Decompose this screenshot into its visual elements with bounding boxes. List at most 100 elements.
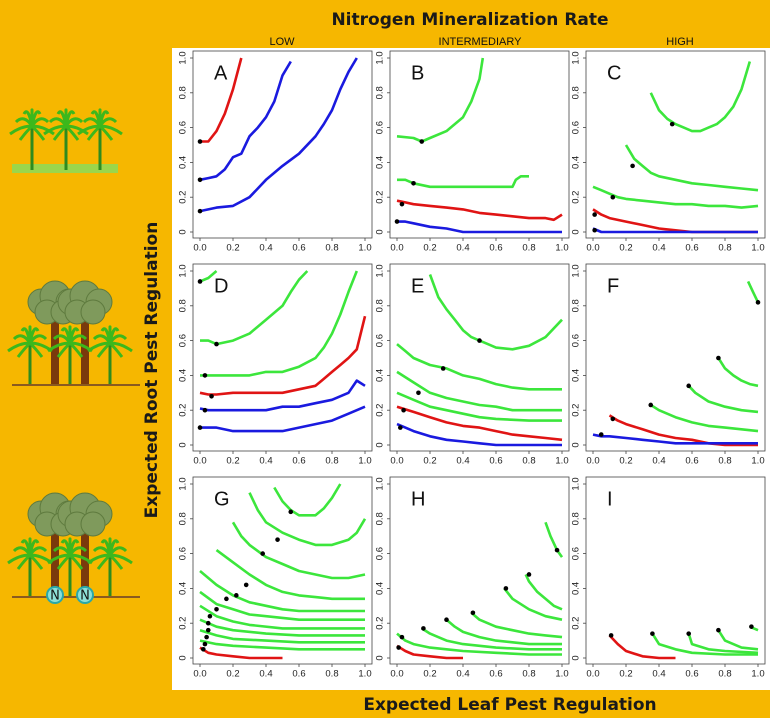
y-tick-label: 0.4: [178, 369, 189, 382]
x-tick-label: 0.8: [325, 243, 338, 254]
marker-point: [275, 537, 280, 542]
marker-point: [224, 597, 229, 602]
y-tick-label: 0.8: [571, 299, 582, 312]
x-tick-label: 0.0: [390, 243, 403, 254]
marker-point: [411, 181, 416, 186]
marker-point: [555, 548, 560, 553]
icons: [8, 110, 140, 603]
x-tick-label: 0.8: [718, 456, 731, 467]
x-tick-label: 0.4: [456, 669, 469, 680]
y-tick-label: 0.2: [178, 404, 189, 417]
x-tick-label: 0.0: [390, 669, 403, 680]
x-tick-label: 0.2: [226, 243, 239, 254]
marker-point: [670, 122, 675, 127]
y-tick-label: 0.8: [375, 299, 386, 312]
y-tick-label: 0.4: [375, 156, 386, 169]
column-label: HIGH: [666, 36, 694, 48]
marker-point: [477, 338, 482, 343]
y-tick-label: 0: [375, 229, 386, 234]
y-tick-label: 0: [178, 442, 189, 447]
marker-point: [716, 628, 721, 633]
y-tick-label: 0.6: [178, 121, 189, 134]
marker-point: [401, 408, 406, 413]
y-tick-label: 0.4: [178, 156, 189, 169]
x-tick-label: 1.0: [358, 456, 371, 467]
y-tick-label: 0.2: [375, 191, 386, 204]
y-tick-label: 0: [571, 442, 582, 447]
marker-point: [206, 621, 211, 626]
x-tick-label: 0.2: [423, 669, 436, 680]
marker-point: [198, 209, 203, 214]
marker-point: [198, 279, 203, 284]
panel-letter: G: [214, 488, 230, 510]
marker-point: [396, 645, 401, 650]
x-tick-label: 0.6: [685, 243, 698, 254]
x-tick-label: 0.6: [292, 456, 305, 467]
marker-point: [444, 617, 449, 622]
y-tick-label: 0.2: [571, 191, 582, 204]
y-tick-label: 0.4: [571, 582, 582, 595]
x-tick-label: 0.2: [423, 456, 436, 467]
x-tick-label: 0.2: [423, 243, 436, 254]
y-tick-label: 1.0: [571, 51, 582, 64]
x-tick-label: 0.6: [489, 456, 502, 467]
panel-letter: A: [214, 62, 228, 84]
y-tick-label: 0.6: [375, 547, 386, 560]
marker-point: [648, 403, 653, 408]
marker-point: [419, 139, 424, 144]
x-tick-label: 0.0: [586, 243, 599, 254]
marker-point: [203, 373, 208, 378]
y-tick-label: 0.4: [375, 582, 386, 595]
x-tick-label: 0.8: [522, 243, 535, 254]
panel-letter: B: [411, 62, 424, 84]
marker-point: [198, 178, 203, 183]
marker-point: [208, 614, 213, 619]
x-tick-label: 1.0: [358, 669, 371, 680]
marker-point: [609, 633, 614, 638]
x-tick-label: 0.8: [522, 669, 535, 680]
y-tick-label: 0.2: [375, 404, 386, 417]
marker-point: [527, 572, 532, 577]
panel-letter: C: [607, 62, 621, 84]
x-tick-label: 1.0: [751, 456, 764, 467]
y-tick-label: 0.4: [375, 369, 386, 382]
panel-letter: D: [214, 275, 228, 297]
y-tick-label: 0.8: [178, 512, 189, 525]
y-tick-label: 1.0: [375, 477, 386, 490]
x-tick-label: 0.6: [292, 243, 305, 254]
tree-canopy: [81, 300, 105, 324]
marker-point: [201, 647, 206, 652]
y-tick-label: 1.0: [375, 264, 386, 277]
tree-canopy: [81, 512, 105, 536]
x-tick-label: 0.8: [325, 456, 338, 467]
x-tick-label: 0.0: [193, 243, 206, 254]
marker-point: [209, 394, 214, 399]
x-tick-label: 0.6: [685, 669, 698, 680]
x-tick-label: 0.4: [652, 456, 665, 467]
marker-point: [686, 631, 691, 636]
marker-point: [198, 139, 203, 144]
x-tick-label: 1.0: [555, 669, 568, 680]
x-tick-label: 0.4: [259, 669, 272, 680]
x-tick-label: 0.8: [522, 456, 535, 467]
x-tick-label: 0.2: [619, 669, 632, 680]
y-tick-label: 0.4: [571, 369, 582, 382]
marker-point: [400, 202, 405, 207]
y-tick-label: 0.8: [375, 512, 386, 525]
x-tick-label: 0.4: [259, 243, 272, 254]
y-tick-label: 0.4: [571, 156, 582, 169]
marker-point: [214, 342, 219, 347]
y-tick-label: 0.2: [571, 617, 582, 630]
marker-point: [398, 425, 403, 430]
y-tick-label: 0.8: [375, 86, 386, 99]
x-tick-label: 1.0: [555, 243, 568, 254]
x-tick-label: 0.0: [193, 456, 206, 467]
x-tick-label: 0.2: [226, 456, 239, 467]
y-tick-label: 0: [571, 655, 582, 660]
x-tick-label: 0.0: [586, 456, 599, 467]
x-tick-label: 0.8: [325, 669, 338, 680]
y-axis-label: Expected Root Pest Regulation: [142, 222, 162, 519]
marker-point: [504, 586, 509, 591]
panel-letter: E: [411, 275, 424, 297]
x-tick-label: 0.2: [226, 669, 239, 680]
